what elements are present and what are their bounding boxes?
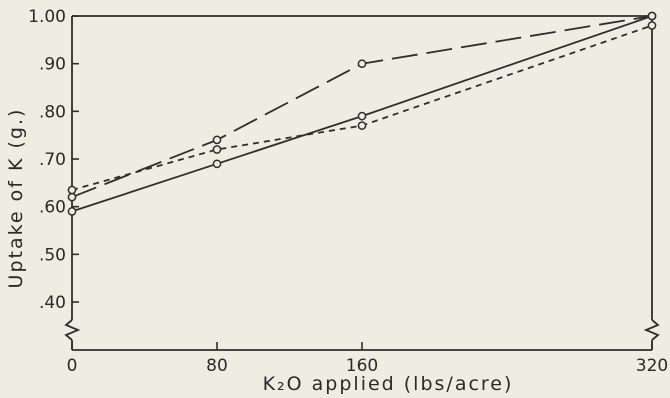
data-point-solid xyxy=(67,207,77,216)
x-axis-title: K₂O applied (lbs/acre) xyxy=(263,373,514,395)
y-axis-break-left xyxy=(64,319,81,341)
right-axis-break xyxy=(643,319,660,341)
data-point-short-dash xyxy=(647,21,657,30)
y-tick-label: .80 xyxy=(39,102,66,122)
y-axis-title: Uptake of K (g.) xyxy=(5,108,27,289)
series-line-solid xyxy=(71,15,653,213)
data-point-short-dash xyxy=(357,121,367,130)
x-tick-label: 80 xyxy=(206,356,228,376)
data-point-long-dash xyxy=(212,135,222,145)
data-point-short-dash xyxy=(67,185,77,195)
y-tick-label: .90 xyxy=(39,55,66,75)
ticks-layer: .40 .50 .60 .70 .80 .90 1.00 0 80 160 320 xyxy=(28,7,668,376)
series-line-short-dash xyxy=(71,24,653,191)
y-tick-label: .70 xyxy=(39,150,66,170)
data-point-long-dash xyxy=(357,59,367,69)
x-tick-label: 160 xyxy=(346,356,378,376)
data-point-long-dash xyxy=(647,11,657,21)
y-tick-label: .50 xyxy=(39,245,66,265)
plot-frame xyxy=(64,15,660,351)
series-layer xyxy=(67,11,657,216)
data-point-short-dash xyxy=(212,145,222,154)
data-point-solid xyxy=(357,111,367,121)
series-line-long-dash xyxy=(71,15,653,198)
y-tick-label: 1.00 xyxy=(28,7,66,27)
data-point-long-dash xyxy=(67,192,77,202)
y-tick-label: .40 xyxy=(39,293,66,313)
x-tick-label: 320 xyxy=(636,356,668,376)
y-tick-label: .60 xyxy=(39,198,66,218)
data-point-solid xyxy=(212,159,222,169)
x-tick-label: 0 xyxy=(67,356,78,376)
